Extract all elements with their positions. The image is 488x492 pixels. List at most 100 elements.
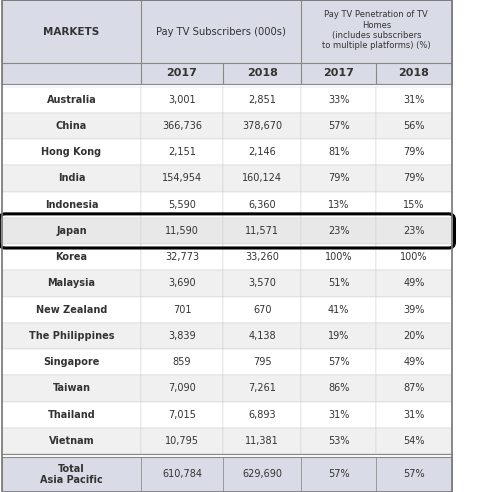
- Bar: [224, 349, 301, 375]
- Bar: [2, 165, 141, 191]
- Bar: [141, 139, 224, 165]
- Bar: [224, 323, 301, 349]
- Text: 79%: 79%: [403, 147, 425, 157]
- Bar: [2, 63, 141, 84]
- Bar: [2, 349, 141, 375]
- Bar: [301, 139, 376, 165]
- Text: 57%: 57%: [403, 469, 425, 480]
- Text: 610,784: 610,784: [162, 469, 202, 480]
- Text: 100%: 100%: [325, 252, 352, 262]
- Bar: [376, 63, 451, 84]
- Text: 23%: 23%: [403, 226, 425, 236]
- Text: 670: 670: [253, 305, 271, 315]
- Bar: [301, 87, 376, 113]
- Bar: [224, 139, 301, 165]
- Bar: [376, 87, 451, 113]
- Bar: [2, 401, 141, 428]
- Text: 2017: 2017: [323, 68, 354, 78]
- Text: 31%: 31%: [328, 410, 349, 420]
- Bar: [141, 349, 224, 375]
- Bar: [301, 323, 376, 349]
- Bar: [2, 428, 141, 454]
- Text: 2,151: 2,151: [168, 147, 196, 157]
- Text: 3,839: 3,839: [168, 331, 196, 341]
- Bar: [376, 165, 451, 191]
- Text: 3,001: 3,001: [168, 94, 196, 105]
- Bar: [376, 270, 451, 297]
- Text: 6,360: 6,360: [248, 200, 276, 210]
- Bar: [376, 297, 451, 323]
- Bar: [301, 191, 376, 218]
- Bar: [224, 375, 301, 401]
- Text: 11,590: 11,590: [165, 226, 199, 236]
- Bar: [2, 0, 141, 63]
- Bar: [2, 457, 141, 492]
- Text: Malaysia: Malaysia: [47, 278, 96, 288]
- Text: 2017: 2017: [166, 68, 198, 78]
- Text: 859: 859: [173, 357, 191, 367]
- Bar: [224, 63, 301, 84]
- Bar: [2, 113, 141, 139]
- Bar: [301, 457, 376, 492]
- Text: 2018: 2018: [247, 68, 278, 78]
- Bar: [141, 218, 224, 244]
- Bar: [301, 0, 451, 63]
- Text: 629,690: 629,690: [242, 469, 282, 480]
- Text: 795: 795: [253, 357, 271, 367]
- Text: 33,260: 33,260: [245, 252, 279, 262]
- Text: 2,146: 2,146: [248, 147, 276, 157]
- Text: 5,590: 5,590: [168, 200, 196, 210]
- Text: Pay TV Penetration of TV
Homes
(includes subscribers
to multiple platforms) (%): Pay TV Penetration of TV Homes (includes…: [322, 10, 430, 51]
- Bar: [141, 191, 224, 218]
- Bar: [376, 113, 451, 139]
- Bar: [301, 297, 376, 323]
- Text: India: India: [58, 173, 85, 184]
- Bar: [141, 63, 224, 84]
- Text: 57%: 57%: [328, 469, 349, 480]
- Bar: [376, 218, 451, 244]
- Text: 4,138: 4,138: [248, 331, 276, 341]
- Text: 49%: 49%: [403, 357, 425, 367]
- Text: 57%: 57%: [328, 121, 349, 131]
- Bar: [2, 297, 141, 323]
- Bar: [224, 244, 301, 270]
- Text: Indonesia: Indonesia: [45, 200, 98, 210]
- Text: 20%: 20%: [403, 331, 425, 341]
- Text: The Philippines: The Philippines: [29, 331, 114, 341]
- Text: 13%: 13%: [328, 200, 349, 210]
- Bar: [224, 457, 301, 492]
- Bar: [376, 428, 451, 454]
- Bar: [224, 401, 301, 428]
- Text: 41%: 41%: [328, 305, 349, 315]
- Text: 701: 701: [173, 305, 191, 315]
- Text: 7,090: 7,090: [168, 383, 196, 394]
- Bar: [376, 349, 451, 375]
- Text: Total
Asia Pacific: Total Asia Pacific: [40, 463, 103, 485]
- Text: 19%: 19%: [328, 331, 349, 341]
- Bar: [376, 401, 451, 428]
- Text: 86%: 86%: [328, 383, 349, 394]
- Bar: [141, 401, 224, 428]
- Text: 39%: 39%: [403, 305, 425, 315]
- Text: Singapore: Singapore: [43, 357, 100, 367]
- Bar: [141, 375, 224, 401]
- Text: Thailand: Thailand: [48, 410, 95, 420]
- Bar: [301, 244, 376, 270]
- Text: 79%: 79%: [403, 173, 425, 184]
- Text: 81%: 81%: [328, 147, 349, 157]
- Text: 51%: 51%: [328, 278, 349, 288]
- Bar: [376, 457, 451, 492]
- Text: 31%: 31%: [403, 410, 425, 420]
- Bar: [301, 428, 376, 454]
- Bar: [224, 428, 301, 454]
- Bar: [224, 165, 301, 191]
- Bar: [224, 270, 301, 297]
- Bar: [2, 270, 141, 297]
- Text: 53%: 53%: [328, 436, 349, 446]
- Text: China: China: [56, 121, 87, 131]
- Text: 378,670: 378,670: [242, 121, 282, 131]
- Bar: [224, 113, 301, 139]
- Bar: [141, 244, 224, 270]
- Text: 32,773: 32,773: [165, 252, 199, 262]
- Text: 3,690: 3,690: [168, 278, 196, 288]
